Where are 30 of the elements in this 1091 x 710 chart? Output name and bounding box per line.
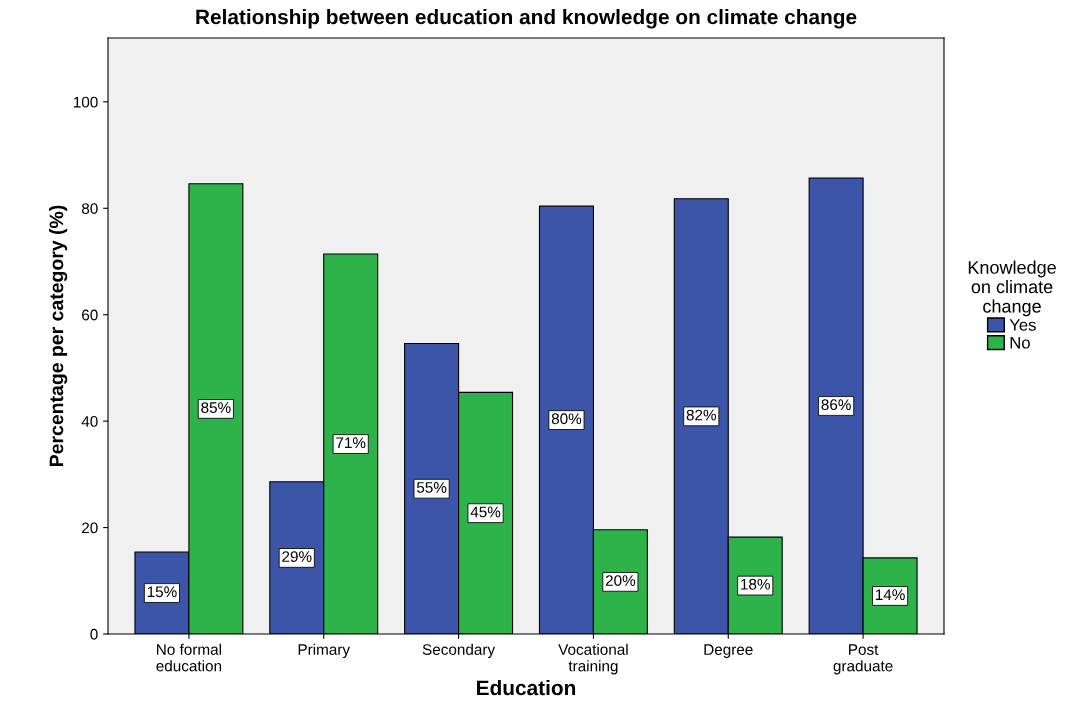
legend-title: Knowledge on climate change [968,260,1056,317]
y-tick-label: 0 [90,628,98,640]
x-axis-title: Education [477,679,576,696]
data-label: 18% [741,578,770,590]
x-tick-label: Primary [298,643,351,658]
y-tick-label: 40 [81,416,98,427]
data-label: 15% [147,586,177,598]
legend-label: Yes [1009,319,1036,331]
data-label: 82% [686,409,717,421]
y-tick-label: 80 [81,203,98,214]
chart-title: Relationship between education and knowledge on climate change [196,9,857,29]
y-axis-title: Percentage per category (%) [49,205,68,466]
data-label: 86% [821,399,851,411]
data-label: 14% [875,589,905,600]
x-tick-label: Secondary [422,643,496,658]
y-tick-label: 20 [82,522,98,534]
data-label: 29% [282,551,312,562]
data-label: 80% [551,413,582,425]
legend-label: No [1010,336,1030,349]
y-tick-label: 60 [82,309,98,321]
data-label: 71% [336,437,366,449]
x-tick-label: No formal education [156,643,222,672]
y-tick-label: 100 [73,96,98,108]
data-label: 85% [201,402,231,413]
data-label: 45% [470,506,501,518]
data-label: 20% [605,575,636,586]
data-label: 55% [416,482,447,493]
x-tick-label: Vocational training [558,643,628,675]
x-tick-label: Degree [704,644,753,658]
x-tick-label: Post graduate [833,644,893,675]
